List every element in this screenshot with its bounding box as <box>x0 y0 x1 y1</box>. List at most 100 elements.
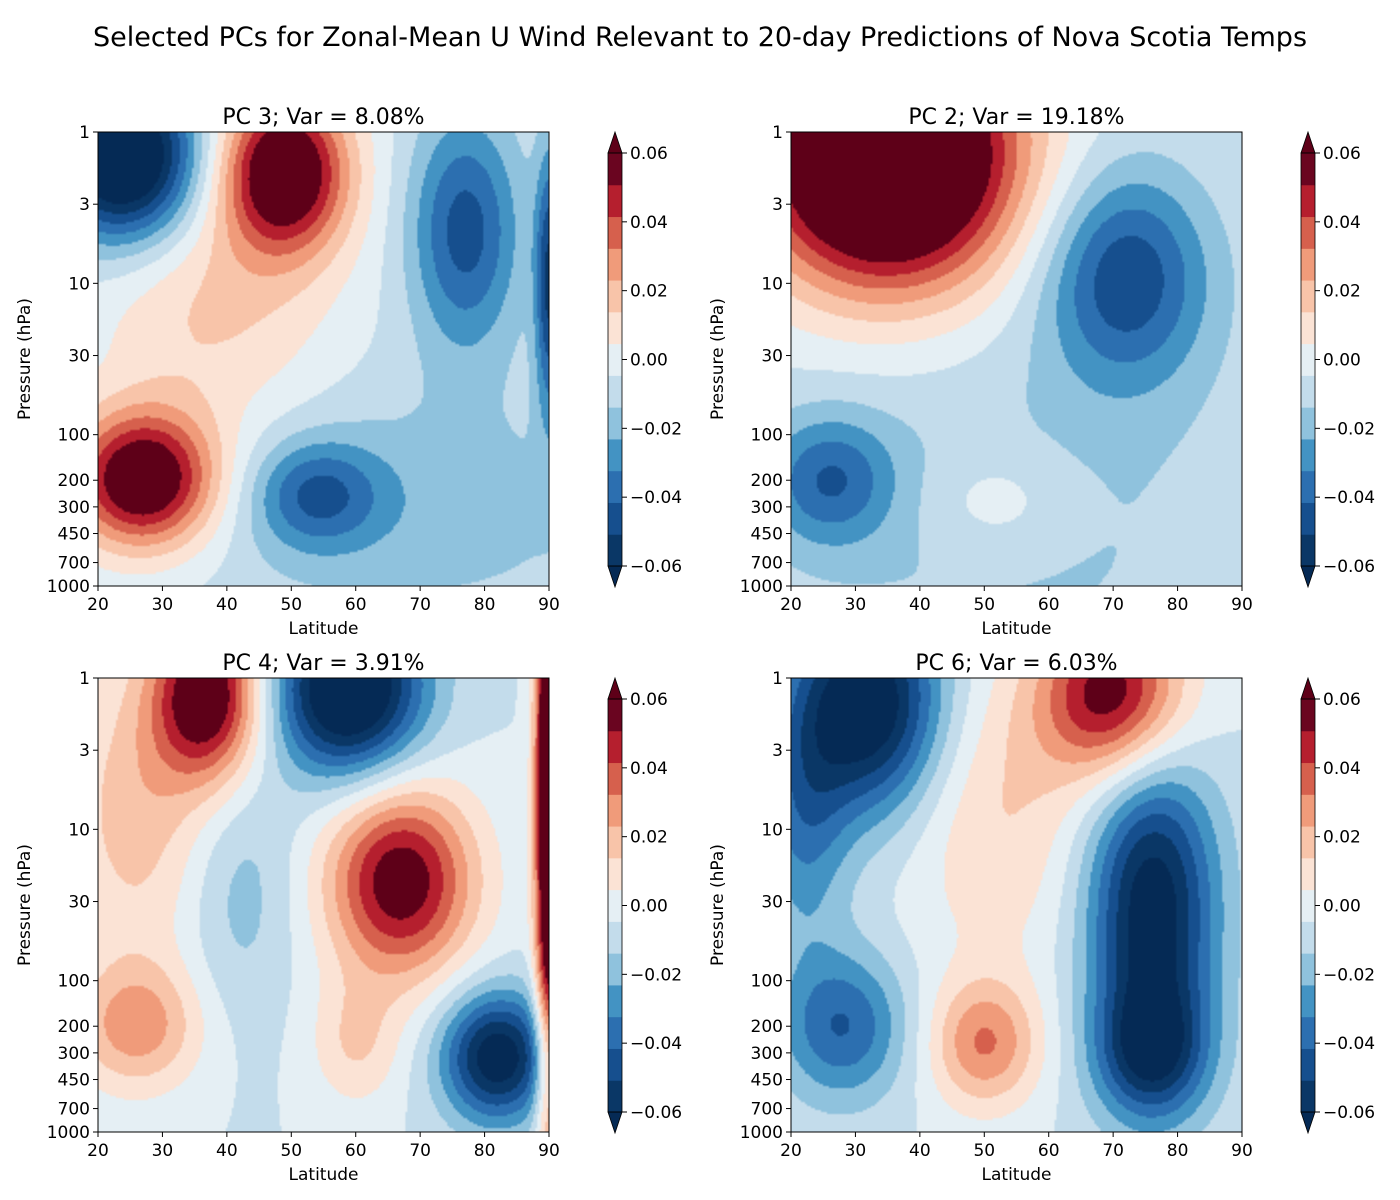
x-tick-label: 40 <box>216 1141 238 1161</box>
colorbar-band <box>1301 730 1315 764</box>
x-tick-label: 90 <box>1231 595 1253 615</box>
colorbar-band <box>1301 794 1315 827</box>
contour-field <box>791 132 1242 586</box>
colorbar-band <box>1301 534 1315 567</box>
colorbar-tick-label: 0.02 <box>1323 282 1361 302</box>
y-tick-label: 1 <box>79 123 90 143</box>
y-tick-label: 450 <box>751 525 783 545</box>
colorbar-band <box>1301 1048 1315 1081</box>
plot-frame <box>97 677 550 1133</box>
colorbar-tick-label: 0.02 <box>630 282 668 302</box>
y-axis-label: Pressure (hPa) <box>708 844 728 966</box>
colorbar-tick-label: 0.04 <box>1323 759 1361 779</box>
x-tick-label: 30 <box>845 595 867 615</box>
colorbar-band <box>1301 1080 1315 1113</box>
colorbar-band <box>1301 857 1315 891</box>
y-tick-label: 3 <box>79 741 90 761</box>
colorbar-extend-max <box>607 130 623 154</box>
y-tick-label: 10 <box>761 820 783 840</box>
x-axis-label: Latitude <box>982 619 1052 639</box>
colorbar-band <box>608 216 622 249</box>
x-axis-label: Latitude <box>289 1165 359 1185</box>
y-tick-label: 1000 <box>740 1123 783 1143</box>
y-axis-label: Pressure (hPa) <box>708 298 728 420</box>
colorbar-tick-label: 0.02 <box>1323 828 1361 848</box>
colorbar-tick-label: 0.00 <box>630 897 668 917</box>
colorbar-band <box>608 375 622 408</box>
colorbar-extend-max <box>1300 130 1316 154</box>
colorbar-band <box>1301 216 1315 249</box>
colorbar-tick-label: −0.02 <box>1323 965 1375 985</box>
colorbar-band <box>608 343 622 376</box>
colorbar-band <box>608 1048 622 1081</box>
colorbar: −0.06 −0.04 −0.02 0.00 0.02 0.04 0.06 <box>1300 130 1375 589</box>
colorbar-tick-label: 0.04 <box>630 759 668 779</box>
colorbar-tick-label: 0.02 <box>630 828 668 848</box>
colorbar-tick-label: −0.06 <box>630 557 682 577</box>
colorbar-tick-label: −0.06 <box>1323 1103 1375 1123</box>
x-tick-label: 90 <box>538 1141 560 1161</box>
x-tick-label: 60 <box>1038 595 1060 615</box>
colorbar-band <box>1301 889 1315 922</box>
y-tick-label: 1 <box>772 669 783 689</box>
y-tick-label: 1000 <box>47 1123 90 1143</box>
colorbar-tick-label: −0.04 <box>630 1034 682 1054</box>
y-tick-label: 3 <box>772 741 783 761</box>
colorbar-band <box>1301 248 1315 281</box>
colorbar-band <box>608 730 622 764</box>
colorbar-band <box>608 1080 622 1113</box>
y-tick-label: 300 <box>751 498 783 518</box>
panel-title: PC 6; Var = 6.03% <box>915 651 1117 676</box>
y-tick-label: 1 <box>79 669 90 689</box>
x-tick-label: 20 <box>87 595 109 615</box>
colorbar: −0.06 −0.04 −0.02 0.00 0.02 0.04 0.06 <box>607 676 682 1135</box>
y-tick-label: 30 <box>68 893 90 913</box>
x-tick-label: 70 <box>409 1141 431 1161</box>
y-tick-label: 200 <box>58 1017 90 1037</box>
x-tick-label: 30 <box>845 1141 867 1161</box>
y-tick-label: 30 <box>761 347 783 367</box>
y-tick-label: 100 <box>58 426 90 446</box>
x-tick-label: 90 <box>538 595 560 615</box>
contour-field <box>98 132 549 586</box>
colorbar-band <box>1301 311 1315 345</box>
x-tick-label: 70 <box>409 595 431 615</box>
colorbar-tick-label: −0.04 <box>1323 488 1375 508</box>
colorbar-band <box>608 857 622 891</box>
colorbar-band <box>1301 153 1315 186</box>
x-tick-label: 50 <box>280 1141 302 1161</box>
colorbar-band <box>1301 826 1315 859</box>
x-tick-label: 50 <box>280 595 302 615</box>
x-tick-label: 70 <box>1102 1141 1124 1161</box>
x-axis-label: Latitude <box>289 619 359 639</box>
panel-2: PC 2; Var = 19.18% 20 30 40 50 60 70 80 90 1 3 10 30… <box>708 105 1375 639</box>
y-tick-label: 300 <box>58 1044 90 1064</box>
colorbar-extend-max <box>1300 676 1316 700</box>
y-tick-label: 1000 <box>47 577 90 597</box>
panels: PC 3; Var = 8.08% 20 30 40 50 60 70 80 90 1 3 10 30 1… <box>15 105 1375 1185</box>
colorbar-band <box>1301 280 1315 313</box>
y-tick-label: 100 <box>58 972 90 992</box>
colorbar-band <box>608 984 622 1018</box>
x-tick-label: 20 <box>87 1141 109 1161</box>
colorbar-band <box>608 762 622 795</box>
colorbar-extend-max <box>607 676 623 700</box>
colorbar-band <box>608 699 622 732</box>
y-tick-label: 100 <box>751 426 783 446</box>
x-tick-label: 50 <box>973 1141 995 1161</box>
y-tick-label: 450 <box>58 525 90 545</box>
x-tick-label: 80 <box>474 1141 496 1161</box>
y-tick-label: 700 <box>751 554 783 574</box>
y-tick-label: 700 <box>751 1100 783 1120</box>
colorbar-band <box>608 248 622 281</box>
y-tick-label: 300 <box>58 498 90 518</box>
colorbar-extend-min <box>1300 1111 1316 1135</box>
colorbar-tick-label: −0.04 <box>630 488 682 508</box>
y-tick-label: 300 <box>751 1044 783 1064</box>
colorbar-band <box>608 407 622 440</box>
colorbar-extend-min <box>607 565 623 589</box>
y-tick-label: 450 <box>58 1071 90 1091</box>
y-tick-label: 100 <box>751 972 783 992</box>
figure-title: Selected PCs for Zonal-Mean U Wind Relev… <box>93 22 1307 53</box>
